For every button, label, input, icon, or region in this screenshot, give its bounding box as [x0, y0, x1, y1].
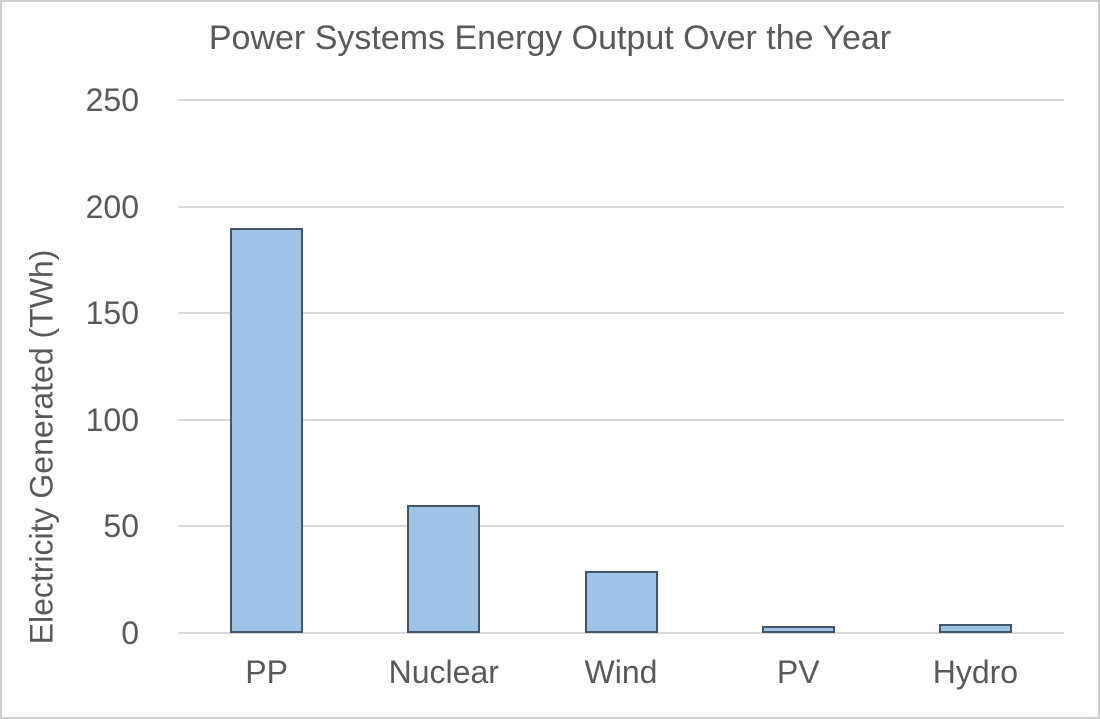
y-tick-label: 0 — [121, 615, 139, 651]
bar-hydro — [938, 624, 1012, 633]
x-category-label: PP — [245, 654, 288, 690]
x-axis-labels: PP Nuclear Wind PV Hydro — [178, 650, 1064, 694]
gridline — [178, 99, 1064, 101]
bar-pp — [230, 227, 304, 633]
y-tick-label: 50 — [103, 508, 139, 545]
x-category-label: Nuclear — [388, 654, 499, 690]
chart-title: Power Systems Energy Output Over the Yea… — [208, 19, 892, 57]
bar-wind — [584, 571, 658, 633]
y-tick-label: 200 — [85, 188, 139, 225]
bar-nuclear — [407, 505, 481, 633]
plot-area — [178, 99, 1064, 634]
y-tick-label: 150 — [85, 295, 139, 332]
x-category-label: Hydro — [932, 654, 1019, 690]
gridline — [178, 312, 1064, 315]
gridline — [178, 525, 1064, 528]
x-category-label: Wind — [584, 654, 658, 690]
x-category-label: PV — [776, 654, 820, 690]
y-tick-label: 250 — [85, 82, 139, 118]
gridline — [178, 205, 1064, 208]
y-tick-label: 100 — [85, 401, 139, 438]
gridline — [178, 418, 1064, 421]
bar-pv — [761, 625, 835, 633]
gridline — [178, 632, 1064, 634]
